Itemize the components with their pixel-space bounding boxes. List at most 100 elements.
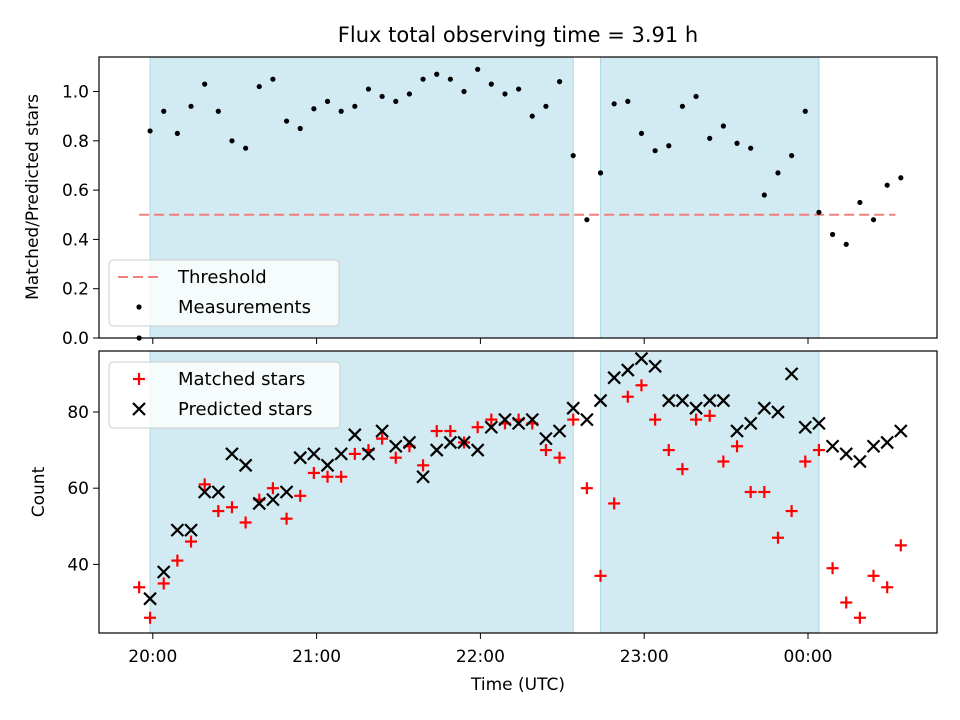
predicted-point-b bbox=[853, 454, 867, 469]
measurement-point bbox=[516, 86, 522, 92]
predicted-point-b bbox=[402, 435, 417, 450]
matched-point bbox=[799, 455, 812, 468]
predicted-point-b bbox=[156, 565, 171, 579]
matched-point bbox=[198, 478, 211, 491]
matched-point bbox=[649, 413, 662, 426]
predicted-point-b bbox=[375, 424, 389, 438]
predicted-point-b bbox=[675, 393, 690, 408]
matched-point bbox=[157, 577, 170, 590]
measurement-point bbox=[761, 192, 767, 198]
matched-point bbox=[539, 444, 552, 457]
measurement-point bbox=[666, 143, 672, 149]
matched-point bbox=[144, 611, 157, 624]
bottom-y-axis-label: Count bbox=[29, 466, 49, 517]
predicted-point-b bbox=[743, 416, 758, 431]
bottom-y-axis: 40 60 80 bbox=[67, 403, 99, 575]
matched-point bbox=[321, 470, 334, 483]
predicted-point bbox=[525, 412, 540, 427]
top-y-tick-label: 0.0 bbox=[62, 329, 89, 349]
measurement-point bbox=[529, 113, 535, 119]
measurement-point bbox=[420, 76, 426, 82]
predicted-point bbox=[716, 393, 731, 408]
bottom-legend-box bbox=[108, 361, 341, 429]
measurement-point bbox=[898, 175, 904, 181]
predicted-point-b bbox=[184, 523, 198, 537]
matched-point bbox=[280, 512, 293, 525]
predicted-point-b bbox=[320, 458, 335, 473]
matched-point bbox=[580, 482, 593, 495]
measurement-point bbox=[611, 101, 617, 107]
legend-predicted-marker bbox=[132, 402, 146, 416]
top-x-ticks bbox=[152, 338, 809, 344]
predicted-point bbox=[211, 485, 226, 499]
bottom-panel: 40 60 80 20:00 21:00 22:00 23:00 00:00 Count T… bbox=[29, 350, 938, 695]
measurement-point bbox=[870, 217, 877, 223]
x-tick-label: 22:00 bbox=[456, 647, 505, 667]
top-y-tick-label: 1.0 bbox=[62, 83, 89, 103]
predicted-point-b bbox=[143, 591, 157, 606]
measurement-point bbox=[406, 91, 413, 97]
matched-point bbox=[389, 451, 402, 464]
matched-point bbox=[307, 466, 320, 479]
predicted-point-b bbox=[552, 424, 567, 438]
predicted-point-b bbox=[716, 393, 731, 408]
matched-point bbox=[348, 447, 361, 460]
measurement-point bbox=[283, 118, 290, 124]
top-legend: Threshold Measurements bbox=[108, 259, 340, 327]
predicted-point bbox=[648, 359, 662, 374]
predicted-point-b bbox=[238, 458, 253, 473]
predicted-point bbox=[498, 412, 512, 427]
predicted-point bbox=[839, 447, 853, 461]
predicted-point bbox=[416, 469, 430, 484]
matched-point bbox=[212, 505, 225, 518]
predicted-point bbox=[156, 565, 171, 579]
predicted-point-b bbox=[839, 447, 853, 461]
measurement-point bbox=[693, 93, 699, 100]
predicted-point bbox=[279, 485, 294, 499]
predicted-point-b bbox=[648, 359, 662, 374]
matched-point bbox=[812, 444, 825, 457]
matched-point bbox=[553, 451, 566, 464]
top-y-axis-label: Matched/Predicted stars bbox=[23, 94, 43, 300]
predicted-point bbox=[334, 447, 348, 461]
matched-point bbox=[485, 413, 498, 426]
predicted-point-b bbox=[812, 416, 826, 431]
measurement-point bbox=[488, 81, 494, 87]
measurement-point bbox=[816, 209, 822, 215]
measurement-point bbox=[434, 71, 440, 77]
matched-point bbox=[225, 501, 238, 514]
matched-point bbox=[703, 409, 716, 422]
matched-point bbox=[717, 455, 730, 468]
predicted-point bbox=[457, 435, 471, 450]
predicted-point-b bbox=[197, 485, 212, 499]
measurement-point bbox=[679, 103, 686, 109]
measurement-point bbox=[324, 98, 331, 104]
predicted-point-b bbox=[784, 367, 799, 381]
measurement-point bbox=[543, 103, 549, 109]
measurement-point bbox=[707, 135, 713, 141]
measurement-point bbox=[365, 86, 372, 92]
predicted-point bbox=[402, 435, 417, 450]
predicted-point bbox=[634, 351, 649, 366]
predicted-point-b bbox=[634, 351, 649, 366]
predicted-point bbox=[511, 416, 526, 431]
predicted-point bbox=[320, 458, 335, 473]
measurement-point bbox=[188, 103, 194, 109]
predicted-point-b bbox=[661, 393, 676, 408]
matched-point bbox=[853, 611, 866, 624]
predicted-point bbox=[661, 393, 676, 408]
predicted-point-b bbox=[470, 443, 485, 457]
matched-point bbox=[676, 463, 689, 476]
predicted-point-b bbox=[566, 401, 580, 415]
predicted-point-b bbox=[211, 485, 226, 499]
predicted-point bbox=[539, 431, 553, 446]
matched-point bbox=[430, 425, 443, 438]
predicted-point bbox=[798, 420, 813, 434]
predicted-point-b bbox=[279, 485, 294, 499]
predicted-point bbox=[689, 401, 703, 415]
matched-point bbox=[239, 516, 252, 529]
predicted-point-b bbox=[771, 405, 785, 419]
measurement-point bbox=[857, 199, 863, 206]
measurement-points bbox=[136, 66, 904, 341]
